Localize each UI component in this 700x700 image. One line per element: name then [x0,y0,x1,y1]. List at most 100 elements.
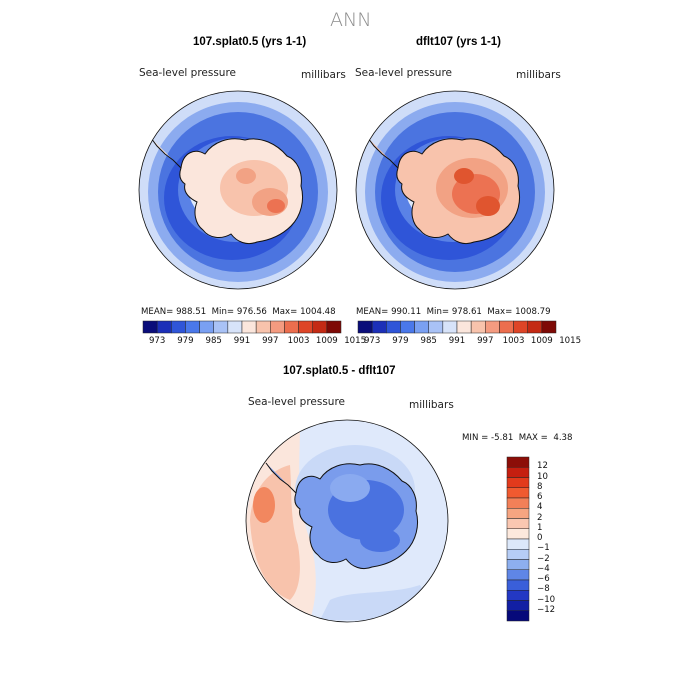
diff-colorbar-swatch [506,559,530,570]
diff-max-value: 4.38 [553,433,573,443]
diff-colorbar-tick-label: −10 [537,594,556,605]
diff-colorbar-tick-label: −6 [537,574,550,584]
diff-colorbar-swatch [506,600,530,611]
right-panel-title: dflt107 (yrs 1-1) [416,36,502,48]
diff-colorbar-tick-label: 6 [537,492,543,502]
left-colorbar-swatch [213,320,229,334]
diff-colorbar-swatch [506,467,530,478]
diff-colorbar-tick-label: 1 [537,522,543,533]
right-colorbar-swatch [357,320,373,334]
right-colorbar-tick-label: 979 [392,336,409,346]
left-colorbar-swatch [171,320,186,334]
diff-stats: MIN = -5.81 MAX = 4.38 [462,433,573,443]
diff-colorbar-swatch [506,549,530,560]
right-map [356,91,554,289]
left-colorbar-tick-label: 1009 [315,336,338,346]
right-colorbar-tick-label: 991 [448,336,466,346]
right-colorbar-swatch [485,320,500,334]
left-colorbar-swatch [156,320,172,334]
diff-colorbar-swatch [506,518,530,529]
diff-colorbar [506,456,530,622]
right-mean-label: MEAN= [356,307,389,317]
right-stats: MEAN= 990.11 Min= 978.61 Max= 1008.79 [356,307,551,317]
right-colorbar-swatch [527,320,543,334]
left-colorbar-tick-label: 997 [262,336,279,346]
left-colorbar-swatch [227,320,243,334]
diff-colorbar-tick-label: 0 [537,533,543,543]
right-colorbar-tick-label: 1009 [530,336,553,346]
diff-colorbar-tick-label: 8 [537,481,543,492]
left-min-value: 976.56 [236,307,267,317]
right-colorbar-tick-label: 1003 [502,336,525,346]
right-colorbar-swatch [541,320,557,334]
diff-colorbar-swatch [506,497,530,509]
diff-colorbar-swatch [506,456,530,468]
diff-min-label: MIN = [462,433,489,443]
diff-colorbar-swatch [506,508,530,519]
left-mean-value: 988.51 [176,307,207,317]
right-colorbar-swatch [456,320,472,334]
left-colorbar-swatch [326,320,342,334]
diff-panel-title: 107.splat0.5 - dflt107 [283,365,396,377]
diff-colorbar-tick-label: −2 [537,553,550,564]
diff-colorbar-tick-label: −8 [537,584,550,595]
left-map [139,91,337,289]
left-colorbar-swatch [284,320,299,334]
left-colorbar-swatch [312,320,328,334]
right-max-label: Max= [487,307,513,317]
right-min-label: Min= [426,307,450,317]
diff-colorbar-swatch [506,590,530,601]
left-colorbar-swatch [255,320,271,334]
left-colorbar-tick-label: 1015 [344,336,367,346]
left-colorbar-swatch [142,320,158,334]
left-max-label: Max= [272,307,298,317]
right-colorbar-swatch [428,320,444,334]
left-min-label: Min= [211,307,235,317]
diff-colorbar-tick-label: 4 [537,502,543,513]
diff-colorbar-swatch [506,477,530,488]
diff-colorbar-swatch [506,487,530,499]
left-colorbar-swatch [298,320,313,334]
diff-colorbar-tick-label: −4 [537,563,550,574]
diff-colorbar-tick-label: 12 [537,461,548,472]
diff-colorbar-tick-label: 10 [537,471,548,482]
right-colorbar-swatch [513,320,528,334]
diff-colorbar-tick-label: −1 [537,543,550,554]
left-colorbar-swatch [199,320,214,334]
diff-map-border [245,419,449,623]
left-colorbar [142,320,342,334]
left-colorbar-tick-label: 985 [205,336,222,346]
diff-colorbar-swatch [506,610,530,622]
diff-units-label: millibars [409,399,454,411]
right-colorbar-swatch [442,320,458,334]
left-colorbar-tick-label: 973 [148,336,166,346]
left-max-value: 1004.48 [300,307,336,317]
right-colorbar-swatch [371,320,387,334]
left-panel-title: 107.splat0.5 (yrs 1-1) [193,36,307,48]
right-colorbar-swatch [386,320,401,334]
right-colorbar-swatch [470,320,486,334]
right-colorbar-tick-label: 973 [363,336,381,346]
right-colorbar-tick-label: 997 [477,336,494,346]
diff-max-label: MAX = [518,433,548,443]
left-stats: MEAN= 988.51 Min= 976.56 Max= 1004.48 [141,307,336,317]
diff-colorbar-swatch [506,538,530,550]
diff-colorbar-tick-label: −12 [537,604,556,615]
right-colorbar [357,320,557,334]
right-colorbar-swatch [499,320,514,334]
left-colorbar-swatch [241,320,257,334]
left-colorbar-tick-label: 991 [233,336,251,346]
right-units-label: millibars [516,69,561,81]
right-map-border [355,90,555,290]
right-min-value: 978.61 [451,307,482,317]
right-colorbar-swatch [414,320,429,334]
right-variable-label: Sea-level pressure [355,67,453,79]
right-colorbar-swatch [400,320,415,334]
right-colorbar-tick-label: 985 [420,336,437,346]
diff-colorbar-swatch [506,528,530,540]
left-map-border [138,90,338,290]
diff-variable-label: Sea-level pressure [248,396,346,408]
diff-colorbar-swatch [506,569,530,581]
diff-colorbar-tick-label: 2 [537,512,543,523]
